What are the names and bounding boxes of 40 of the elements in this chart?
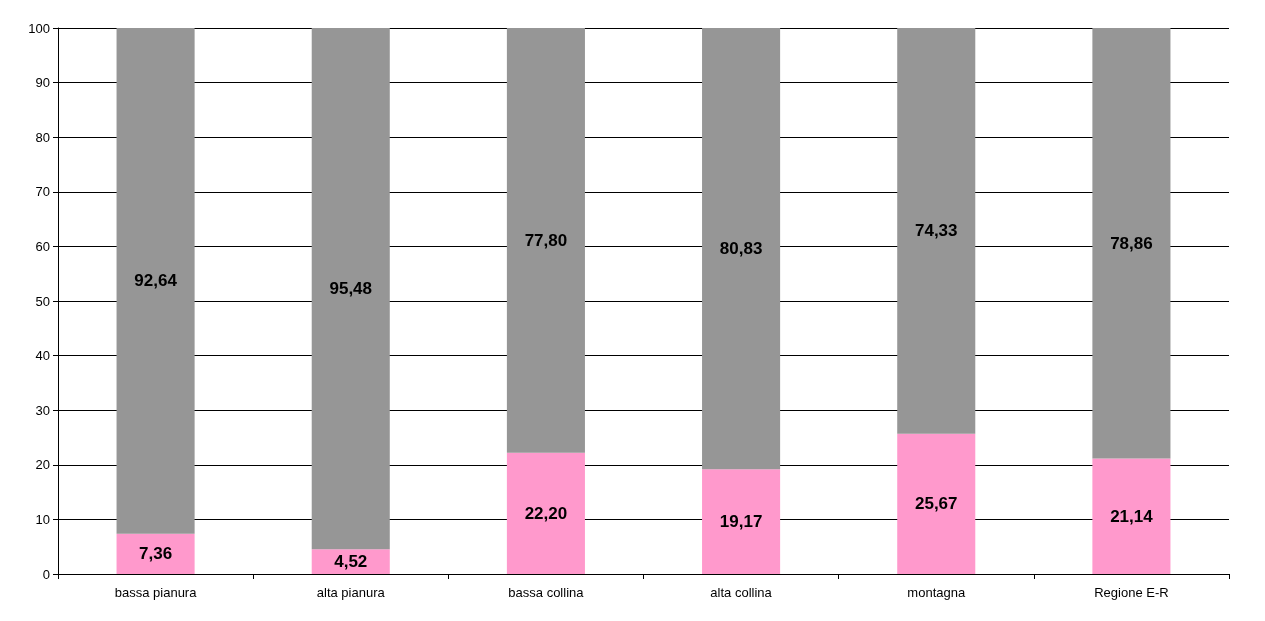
bar [1092, 28, 1171, 459]
data-label: 19,17 [719, 512, 763, 532]
y-tick-label: 80 [35, 129, 50, 145]
data-label: 4,52 [334, 552, 368, 572]
x-tick-label: bassa pianura [114, 585, 198, 600]
x-tick-label: alta pianura [316, 585, 386, 600]
y-tick-label: 50 [35, 293, 50, 309]
y-tick-label: 30 [35, 402, 50, 418]
data-label: 25,67 [914, 494, 958, 514]
data-label: 7,36 [139, 544, 173, 564]
bar [506, 452, 585, 574]
y-tick-label: 20 [35, 457, 50, 473]
x-tick-label: montagna [907, 585, 966, 600]
bar [897, 28, 976, 434]
data-label: 21,14 [1110, 506, 1154, 526]
data-label: 80,83 [719, 239, 763, 259]
y-tick-label: 100 [28, 20, 50, 36]
x-tick-label: Regione E-R [1094, 585, 1169, 600]
x-tick-label: bassa collina [508, 585, 585, 600]
bar [702, 28, 781, 470]
data-label: 74,33 [914, 221, 958, 241]
y-tick-label: 0 [42, 566, 50, 582]
bar [1092, 458, 1171, 574]
bar [897, 433, 976, 574]
y-tick-label: 70 [35, 184, 50, 200]
data-label: 92,64 [134, 271, 178, 291]
bar [116, 533, 195, 574]
bar [311, 28, 390, 550]
data-label: 78,86 [1110, 233, 1153, 253]
x-tick-label: alta collina [710, 585, 773, 600]
bar [506, 28, 585, 453]
y-tick-label: 60 [35, 238, 50, 254]
data-label: 77,80 [524, 230, 568, 250]
y-tick-label: 10 [35, 511, 50, 527]
y-tick-label: 90 [35, 75, 50, 91]
bar [702, 469, 781, 574]
bar [116, 28, 195, 534]
data-label: 22,20 [524, 503, 568, 523]
data-label: 95,48 [329, 279, 373, 299]
y-tick-label: 40 [35, 348, 50, 364]
